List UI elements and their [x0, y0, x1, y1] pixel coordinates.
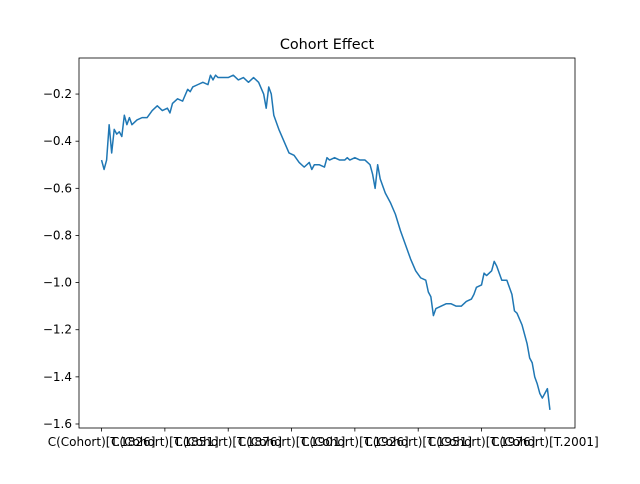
- line-series: [100, 74, 551, 410]
- x-tick-label: C(Cohort)[T.1901]: [238, 435, 346, 449]
- axes-frame: [78, 57, 576, 429]
- x-tick-label: C(Cohort)[T.2001]: [491, 435, 599, 449]
- y-tick-label: −0.2: [43, 87, 72, 101]
- x-tick-label: C(Cohort)[T.1926]: [301, 435, 409, 449]
- x-tick-label: C(Cohort)[T.1851]: [111, 435, 219, 449]
- chart-title: Cohort Effect: [280, 37, 375, 53]
- y-tick-label: −0.8: [43, 228, 72, 242]
- x-tick-label: C(Cohort)[T.1826]: [48, 435, 156, 449]
- y-tick-label: −0.4: [43, 134, 72, 148]
- y-tick-label: −1.2: [43, 323, 72, 337]
- y-tick-label: −0.6: [43, 181, 72, 195]
- y-tick-label: −1.6: [43, 417, 72, 431]
- y-tick-label: −1.4: [43, 370, 72, 384]
- x-tick-label: C(Cohort)[T.1951]: [364, 435, 472, 449]
- x-tick-label: C(Cohort)[T.1876]: [174, 435, 282, 449]
- x-tick-label: C(Cohort)[T.1976]: [428, 435, 536, 449]
- y-tick-label: −1.0: [43, 276, 72, 290]
